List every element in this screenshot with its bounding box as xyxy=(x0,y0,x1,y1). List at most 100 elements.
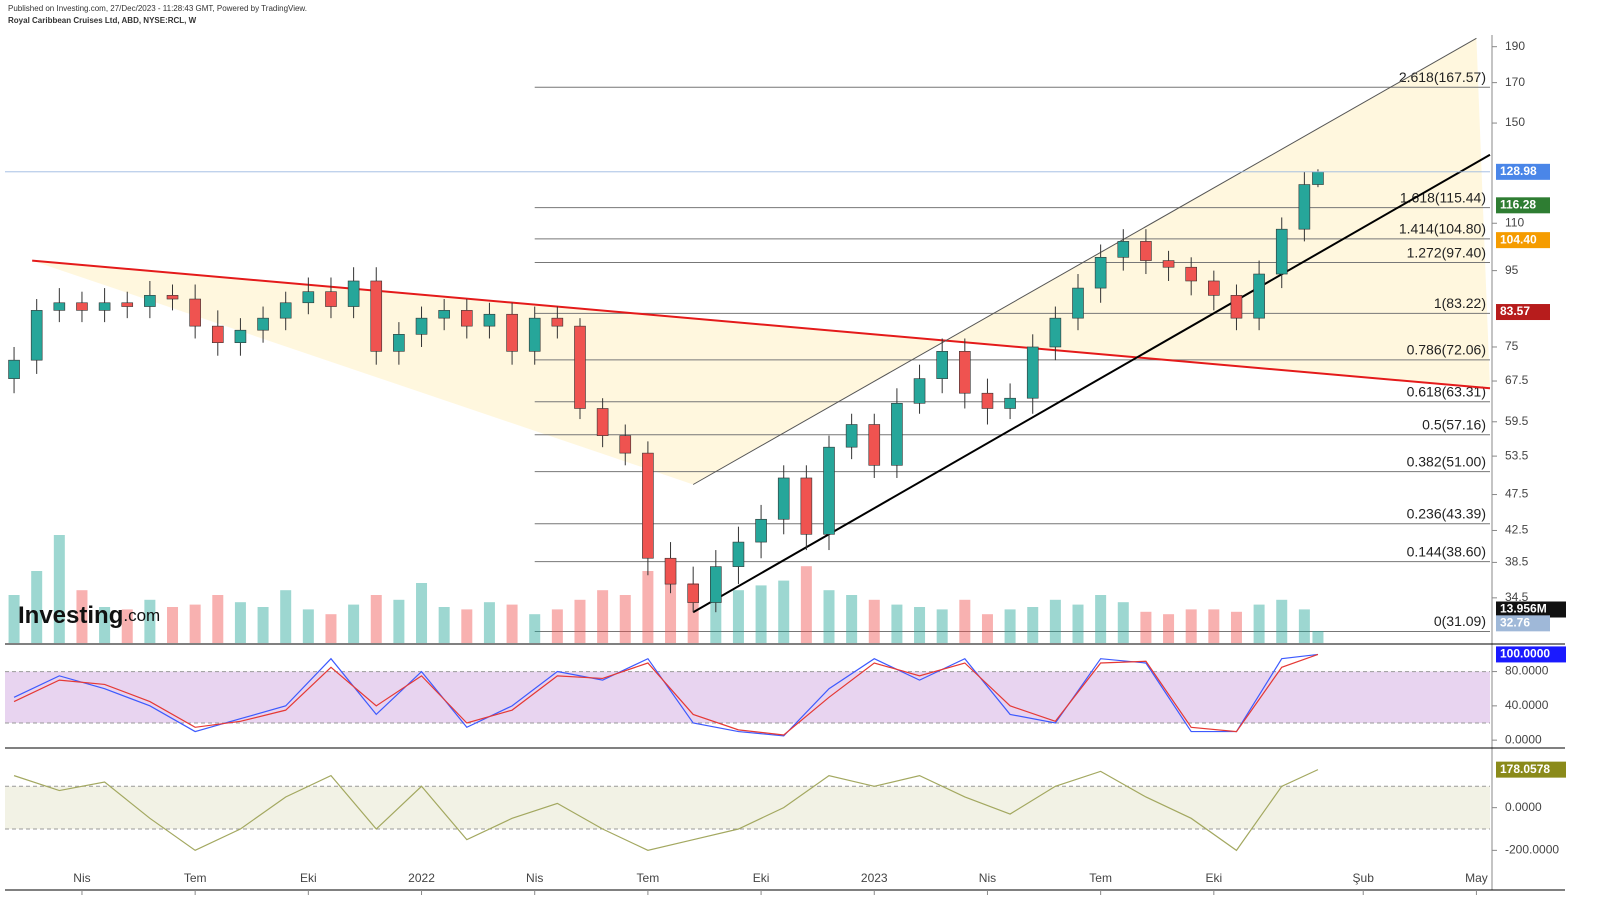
channel-fill xyxy=(32,38,1490,485)
fib-label: 0.236(43.39) xyxy=(1407,505,1486,521)
candle-body xyxy=(800,477,813,535)
x-tick-label: Eki xyxy=(753,871,770,885)
volume-bar xyxy=(189,604,201,643)
volume-bar xyxy=(461,609,473,643)
price-badge-label: 178.0578 xyxy=(1500,762,1550,776)
y-tick-label: 110 xyxy=(1505,215,1524,229)
volume-bar xyxy=(574,599,586,643)
price-badge xyxy=(1496,761,1566,778)
volume-bar xyxy=(280,590,292,643)
volume-bar xyxy=(257,607,269,643)
volume-bar xyxy=(1004,609,1016,643)
candle-body xyxy=(53,302,66,311)
plot-layer: 190 170 150 110 95 75 67.5 59.5 53.5 47.5 42.5 38.5… xyxy=(5,37,1566,895)
candle-body xyxy=(642,452,654,559)
fib-label: 0.144(38.60) xyxy=(1407,543,1486,559)
candle-body xyxy=(1230,295,1243,319)
candle-body xyxy=(347,280,360,307)
volume-bar xyxy=(1276,599,1288,643)
candle-body xyxy=(981,392,994,409)
candle-body xyxy=(166,295,179,300)
volume-bar xyxy=(1298,609,1310,643)
x-tick-label: Tem xyxy=(637,871,660,885)
candle-body xyxy=(483,313,496,327)
volume-bar xyxy=(597,590,609,643)
candle-body xyxy=(1312,171,1324,185)
volume-bar xyxy=(732,590,744,643)
x-tick-label: Nis xyxy=(526,871,543,885)
candle-body xyxy=(279,302,292,319)
volume-bar xyxy=(1049,599,1061,643)
fib-label: 2.618(167.57) xyxy=(1399,69,1486,85)
candle-body xyxy=(325,291,337,307)
volume-bar xyxy=(393,599,405,643)
candle-body xyxy=(755,518,767,543)
y-tick-label: 42.5 xyxy=(1505,523,1529,537)
volume-bar xyxy=(31,571,43,643)
y-tick-label: 67.5 xyxy=(1505,373,1529,387)
volume-bar xyxy=(167,607,179,643)
candle-body xyxy=(506,313,518,352)
candle-body xyxy=(393,334,405,352)
volume-bar xyxy=(846,595,858,643)
price-badge xyxy=(1496,304,1550,321)
price-badge-label: 104.40 xyxy=(1500,232,1537,246)
y-tick-label: 47.5 xyxy=(1505,487,1529,501)
y-tick-label: 190 xyxy=(1505,39,1525,53)
fib-label: 1.414(104.80) xyxy=(1399,221,1486,237)
x-tick-label: Tem xyxy=(1089,871,1112,885)
y-tick-label: 34.5 xyxy=(1505,590,1529,604)
volume-bar xyxy=(1312,631,1324,643)
candle-body xyxy=(1298,184,1311,230)
volume-bar xyxy=(1208,609,1220,643)
y-tick-label: 150 xyxy=(1505,115,1525,129)
x-tick-label: Şub xyxy=(1353,871,1375,885)
price-badge-label: 83.57 xyxy=(1500,304,1530,318)
volume-bar xyxy=(1140,611,1152,643)
logo: Investing.com xyxy=(18,602,160,629)
volume-bar xyxy=(1072,604,1084,643)
candle-body xyxy=(687,583,699,603)
volume-bar xyxy=(755,585,767,643)
fib-label: 0.786(72.06) xyxy=(1407,342,1486,358)
x-tick-label: 2022 xyxy=(408,871,435,885)
indicator-line xyxy=(13,653,1319,737)
candle-body xyxy=(234,329,247,344)
price-badge-label: 32.76 xyxy=(1500,616,1530,630)
x-tick-label: Eki xyxy=(1205,871,1222,885)
volume-bar xyxy=(981,614,993,643)
y-tick-label: 38.5 xyxy=(1505,555,1529,569)
volume-bar xyxy=(778,580,790,643)
trendline xyxy=(692,153,1491,614)
candle-body xyxy=(30,310,43,361)
volume-bar xyxy=(936,609,948,643)
candle-body xyxy=(710,566,722,603)
candle-body xyxy=(1162,260,1175,268)
volume-bar xyxy=(1095,595,1107,643)
volume-bar xyxy=(619,595,631,643)
candle-body xyxy=(823,446,835,535)
candle-body xyxy=(1117,241,1130,258)
x-tick-label: Tem xyxy=(184,871,207,885)
candle-body xyxy=(619,435,632,454)
volume-bar xyxy=(1117,602,1129,643)
candle-body xyxy=(551,317,564,327)
volume-bar xyxy=(53,535,65,643)
fib-label: 0.618(63.31) xyxy=(1407,383,1486,399)
volume-bar xyxy=(891,604,903,643)
volume-bar xyxy=(1027,607,1039,643)
candle-body xyxy=(144,295,156,307)
candle-body xyxy=(98,302,111,311)
candle-body xyxy=(1275,228,1288,275)
y-tick-label: 0.0000 xyxy=(1505,732,1542,746)
y-tick-label: -200.0000 xyxy=(1505,843,1559,857)
candle-body xyxy=(891,403,903,466)
candle-body xyxy=(1094,256,1107,289)
volume-bar xyxy=(234,602,246,643)
published-note: Published on Investing.com, 27/Dec/2023 … xyxy=(8,4,307,13)
price-badge-label: 116.28 xyxy=(1500,197,1536,211)
volume-bar xyxy=(1253,604,1265,643)
x-tick-label: Nis xyxy=(73,871,90,885)
volume-bar xyxy=(99,607,111,643)
